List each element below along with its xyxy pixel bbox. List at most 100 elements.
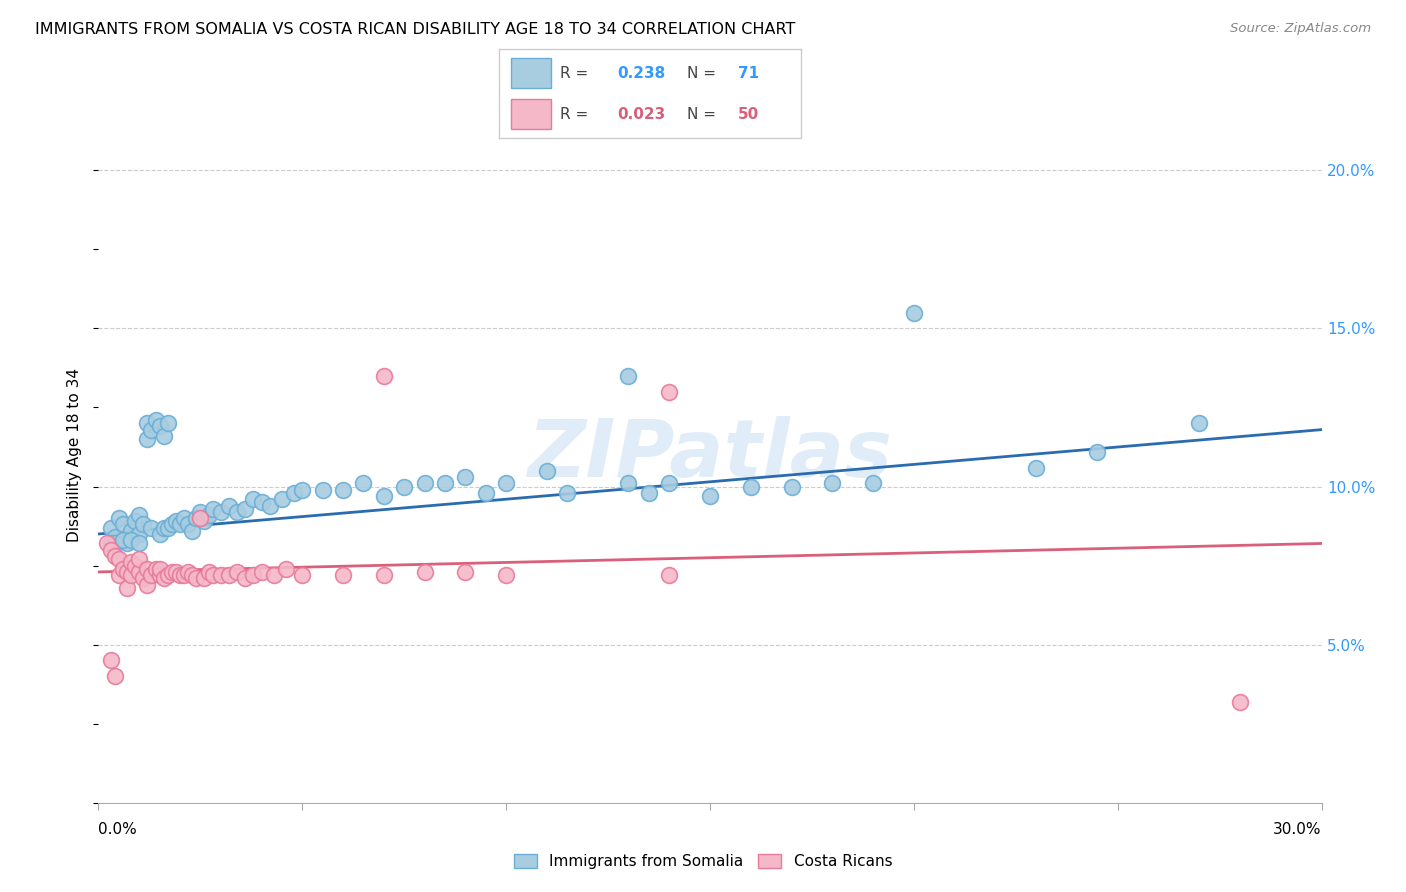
- Point: [128, 565, 150, 579]
- Point: [136, 577, 159, 591]
- Point: [136, 562, 159, 576]
- Point: [149, 568, 172, 582]
- Point: [104, 669, 127, 683]
- Point: [104, 549, 127, 563]
- Point: [145, 413, 167, 427]
- Point: [141, 423, 163, 437]
- Point: [495, 476, 517, 491]
- Point: [233, 571, 256, 585]
- Point: [152, 571, 174, 585]
- Point: [291, 483, 314, 497]
- Point: [209, 568, 232, 582]
- Y-axis label: Disability Age 18 to 34: Disability Age 18 to 34: [67, 368, 83, 542]
- Text: N =: N =: [686, 107, 716, 121]
- Point: [128, 536, 150, 550]
- Point: [177, 517, 200, 532]
- Point: [186, 511, 208, 525]
- Point: [136, 417, 159, 431]
- Point: [332, 568, 354, 582]
- Point: [156, 417, 179, 431]
- Point: [120, 524, 142, 538]
- Point: [193, 571, 215, 585]
- Point: [1085, 444, 1108, 458]
- Point: [434, 476, 457, 491]
- Point: [177, 565, 200, 579]
- Point: [250, 565, 273, 579]
- Point: [263, 568, 285, 582]
- Text: 0.0%: 0.0%: [98, 822, 138, 837]
- Text: 71: 71: [738, 66, 759, 80]
- Point: [259, 499, 281, 513]
- Point: [233, 501, 256, 516]
- Point: [1188, 417, 1211, 431]
- Text: IMMIGRANTS FROM SOMALIA VS COSTA RICAN DISABILITY AGE 18 TO 34 CORRELATION CHART: IMMIGRANTS FROM SOMALIA VS COSTA RICAN D…: [35, 22, 796, 37]
- Point: [115, 536, 138, 550]
- Text: 50: 50: [738, 107, 759, 121]
- Point: [201, 501, 224, 516]
- Text: Source: ZipAtlas.com: Source: ZipAtlas.com: [1230, 22, 1371, 36]
- Point: [145, 562, 167, 576]
- Point: [181, 524, 204, 538]
- Point: [160, 517, 183, 532]
- Point: [186, 571, 208, 585]
- Point: [181, 568, 204, 582]
- Point: [165, 514, 187, 528]
- Point: [108, 552, 131, 566]
- Point: [104, 536, 127, 550]
- Point: [124, 558, 146, 573]
- Point: [197, 508, 219, 522]
- Point: [104, 530, 127, 544]
- Point: [454, 470, 477, 484]
- Point: [312, 483, 335, 497]
- Point: [188, 511, 212, 525]
- Point: [115, 565, 138, 579]
- Point: [169, 568, 191, 582]
- Text: 0.023: 0.023: [617, 107, 665, 121]
- Point: [250, 495, 273, 509]
- Point: [226, 505, 249, 519]
- Point: [128, 508, 150, 522]
- Text: R =: R =: [560, 66, 588, 80]
- Point: [274, 562, 297, 576]
- Bar: [512, 58, 551, 88]
- Point: [136, 432, 159, 446]
- Point: [128, 552, 150, 566]
- Point: [149, 562, 172, 576]
- Point: [100, 653, 122, 667]
- Point: [454, 565, 477, 579]
- Point: [474, 486, 498, 500]
- Point: [373, 368, 395, 383]
- Point: [740, 479, 762, 493]
- Point: [226, 565, 249, 579]
- Point: [156, 521, 179, 535]
- Point: [413, 476, 436, 491]
- Point: [201, 568, 224, 582]
- Point: [160, 565, 183, 579]
- Point: [132, 517, 155, 532]
- Point: [100, 536, 122, 550]
- Point: [780, 479, 803, 493]
- Point: [141, 521, 163, 535]
- Point: [352, 476, 374, 491]
- Point: [152, 429, 174, 443]
- Point: [242, 492, 264, 507]
- Point: [100, 521, 122, 535]
- Point: [557, 486, 579, 500]
- Point: [197, 565, 219, 579]
- Point: [862, 476, 884, 491]
- Text: 0.238: 0.238: [617, 66, 665, 80]
- Point: [699, 489, 721, 503]
- Point: [152, 521, 174, 535]
- Point: [108, 568, 131, 582]
- Text: N =: N =: [686, 66, 716, 80]
- Point: [658, 476, 681, 491]
- Point: [617, 476, 640, 491]
- Point: [165, 565, 187, 579]
- Point: [536, 464, 558, 478]
- Point: [270, 492, 294, 507]
- Point: [141, 568, 163, 582]
- Point: [173, 511, 195, 525]
- Point: [115, 581, 138, 595]
- Point: [156, 568, 179, 582]
- Point: [120, 568, 142, 582]
